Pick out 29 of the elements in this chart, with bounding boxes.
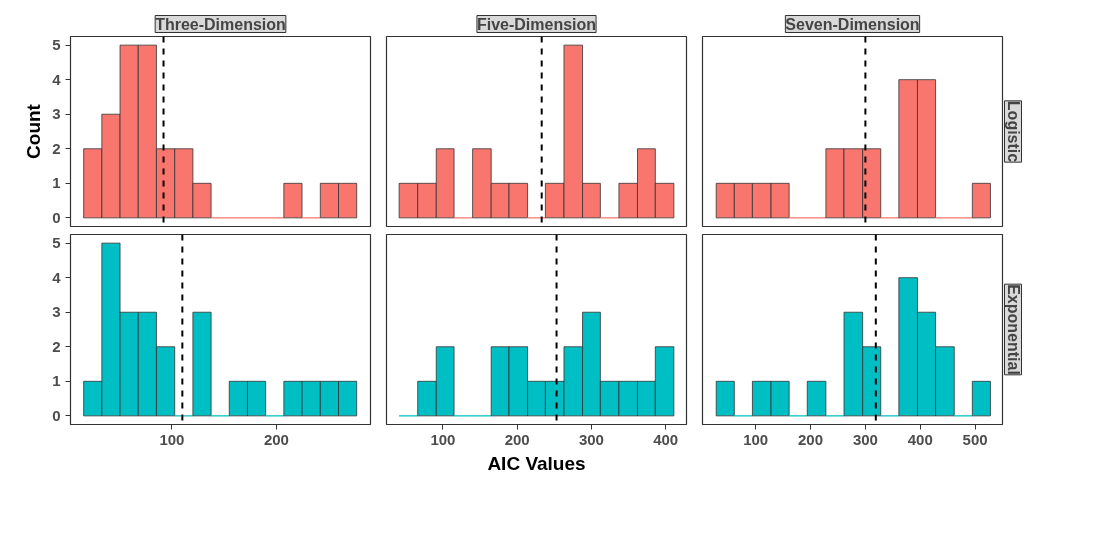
y2-axis-title: Exponential	[1004, 284, 1022, 375]
y-tick-label: 1	[52, 372, 61, 390]
x-tick-label: 400	[653, 430, 679, 448]
x-tick-label: 300	[852, 430, 878, 448]
x-tick-label: 100	[430, 430, 456, 448]
chart-title: Five-Dimension	[476, 15, 597, 33]
y-tick-label: 3	[52, 303, 61, 321]
x-tick-label: 200	[263, 430, 289, 448]
y-tick-label: 0	[52, 208, 61, 226]
y-tick-label: 4	[52, 70, 62, 88]
x-tick-label: 200	[798, 430, 824, 448]
y2-axis-title: Logistic	[1004, 100, 1022, 163]
x-tick-label: 500	[962, 430, 988, 448]
x-tick-label: 100	[159, 430, 185, 448]
y-tick-label: 0	[52, 406, 61, 424]
x-tick-label: 200	[504, 430, 530, 448]
y-tick-label: 4	[52, 268, 62, 286]
x-tick-label: 400	[907, 430, 933, 448]
y-tick-label: 2	[52, 337, 61, 355]
y-tick-label: 3	[52, 105, 61, 123]
y-tick-label: 5	[52, 36, 61, 54]
x-tick-label: 300	[578, 430, 604, 448]
y-tick-label: 5	[52, 234, 61, 252]
x-tick-label: 100	[743, 430, 769, 448]
x-axis-title: AIC Values	[487, 452, 586, 474]
y-tick-label: 2	[52, 139, 61, 157]
y-axis-title: Count	[23, 103, 45, 159]
y-tick-label: 1	[52, 174, 61, 192]
chart-title: Seven-Dimension	[785, 15, 920, 33]
